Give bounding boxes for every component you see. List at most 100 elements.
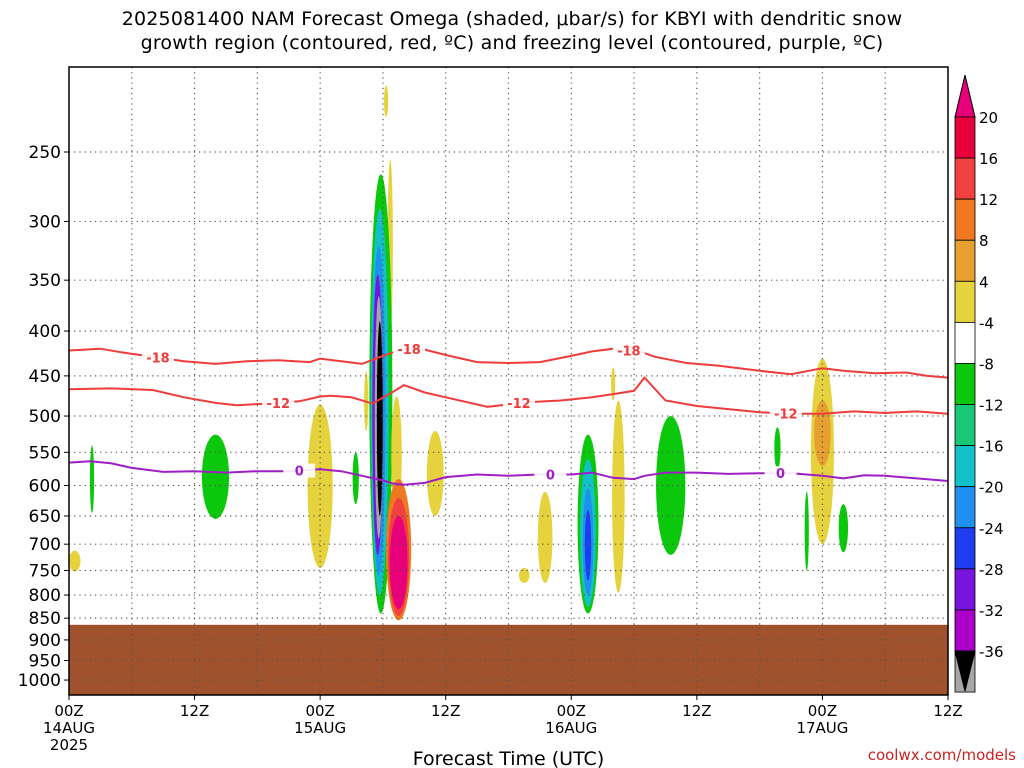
colorbar-swatch bbox=[954, 157, 976, 200]
contour-label: 0 bbox=[776, 467, 785, 482]
contour-label-bg bbox=[534, 467, 567, 482]
omega-shade bbox=[611, 367, 616, 401]
colorbar-swatch bbox=[954, 404, 976, 447]
contour-label: -12 bbox=[507, 397, 531, 412]
colorbar-swatch bbox=[954, 609, 976, 652]
x-tick-label: 12Z bbox=[180, 702, 209, 720]
omega-shade bbox=[389, 515, 408, 610]
y-tick-label: 400 bbox=[29, 322, 61, 342]
y-tick-label: 450 bbox=[29, 367, 61, 387]
colorbar-label: 4 bbox=[979, 273, 989, 291]
omega-shade bbox=[584, 510, 592, 581]
y-tick-label: 900 bbox=[29, 631, 61, 651]
colorbar-swatch bbox=[954, 239, 976, 282]
contour-line bbox=[68, 347, 949, 379]
colorbar-swatch bbox=[954, 486, 976, 529]
y-tick-label: 700 bbox=[29, 535, 61, 555]
omega-shade bbox=[774, 427, 781, 470]
colorbar-label: 20 bbox=[979, 109, 998, 127]
y-tick-label: 800 bbox=[29, 586, 61, 606]
contour-label: -12 bbox=[774, 407, 798, 422]
omega-shade bbox=[612, 400, 625, 593]
contour-label-bg bbox=[262, 395, 295, 410]
colorbar-swatch bbox=[954, 116, 976, 159]
colorbar-label: -36 bbox=[979, 643, 1004, 661]
contour-label: -18 bbox=[146, 352, 170, 367]
colorbar-bottom-triangle bbox=[954, 650, 976, 692]
y-tick-label: 650 bbox=[29, 507, 61, 527]
omega-shade bbox=[307, 404, 333, 568]
x-tick-date: 17AUG bbox=[796, 719, 848, 737]
colorbar-swatch bbox=[954, 280, 976, 323]
colorbar-label: -20 bbox=[979, 479, 1004, 497]
y-tick-label: 250 bbox=[29, 143, 61, 163]
colorbar-label: -12 bbox=[979, 397, 1004, 415]
colorbar-label: 8 bbox=[979, 232, 989, 250]
colorbar-swatch bbox=[954, 198, 976, 241]
credit-text: coolwx.com/models bbox=[867, 746, 1016, 764]
omega-shade bbox=[376, 321, 383, 516]
omega-shade bbox=[537, 491, 553, 583]
contour-label: 0 bbox=[295, 465, 304, 480]
colorbar-label: -4 bbox=[979, 314, 994, 332]
omega-shade bbox=[838, 504, 849, 553]
colorbar-swatch bbox=[954, 363, 976, 405]
y-tick-label: 750 bbox=[29, 561, 61, 581]
colorbar-swatch bbox=[954, 568, 976, 611]
omega-shade bbox=[814, 400, 831, 466]
omega-shade bbox=[656, 416, 686, 555]
contour-label: -12 bbox=[267, 397, 291, 412]
colorbar-top-triangle bbox=[954, 74, 976, 118]
y-tick-label: 850 bbox=[29, 609, 61, 629]
contour-label-bg bbox=[141, 350, 174, 365]
y-tick-label: 950 bbox=[29, 652, 61, 672]
contour-label: -18 bbox=[397, 343, 421, 358]
contour-label-bg bbox=[764, 466, 797, 481]
x-tick-label: 12Z bbox=[431, 702, 460, 720]
omega-shade bbox=[69, 550, 81, 572]
contour-label-bg bbox=[393, 341, 426, 356]
colorbar-label: -24 bbox=[979, 520, 1004, 538]
chart-title-line-2: growth region (contoured, red, ºC) and f… bbox=[140, 32, 884, 54]
colorbar-label: -16 bbox=[979, 438, 1004, 456]
omega-shade bbox=[201, 434, 230, 519]
omega-shade bbox=[426, 430, 444, 516]
contour-label-bg bbox=[769, 406, 802, 421]
y-tick-label: 500 bbox=[29, 407, 61, 427]
y-tick-label: 600 bbox=[29, 476, 61, 496]
colorbar-label: 16 bbox=[979, 150, 998, 168]
x-axis-title: Forecast Time (UTC) bbox=[413, 748, 604, 768]
contour-label: -18 bbox=[617, 345, 641, 360]
x-tick-date: 14AUG bbox=[43, 719, 95, 737]
colorbar-label: 12 bbox=[979, 191, 998, 209]
x-tick-label: 00Z bbox=[54, 702, 83, 720]
x-tick-label: 12Z bbox=[682, 702, 711, 720]
plot-frame bbox=[68, 66, 949, 696]
colorbar-label: -32 bbox=[979, 602, 1004, 620]
omega-shade bbox=[804, 491, 809, 571]
y-tick-label: 1000 bbox=[18, 671, 61, 691]
x-tick-label: 12Z bbox=[933, 702, 962, 720]
omega-shade bbox=[352, 452, 359, 505]
omega-shade bbox=[383, 85, 389, 117]
colorbar-swatch bbox=[954, 321, 976, 364]
x-tick-label: 00Z bbox=[808, 702, 837, 720]
x-tick-year: 2025 bbox=[50, 736, 88, 754]
colorbar-swatch bbox=[954, 527, 976, 570]
omega-shade bbox=[89, 445, 95, 514]
colorbar-label: -28 bbox=[979, 561, 1004, 579]
omega-shade bbox=[518, 567, 530, 583]
contour-label-bg bbox=[612, 343, 645, 358]
contour-label-bg bbox=[502, 396, 535, 411]
y-tick-label: 550 bbox=[29, 443, 61, 463]
colorbar-label: -8 bbox=[979, 355, 994, 373]
contour-label: 0 bbox=[546, 469, 555, 484]
x-tick-date: 15AUG bbox=[294, 719, 346, 737]
chart-title-line-1: 2025081400 NAM Forecast Omega (shaded, μ… bbox=[121, 8, 903, 30]
x-tick-date: 16AUG bbox=[545, 719, 597, 737]
y-tick-label: 300 bbox=[29, 212, 61, 232]
y-tick-label: 350 bbox=[29, 271, 61, 291]
contour-label-bg bbox=[283, 463, 316, 478]
x-tick-label: 00Z bbox=[557, 702, 586, 720]
